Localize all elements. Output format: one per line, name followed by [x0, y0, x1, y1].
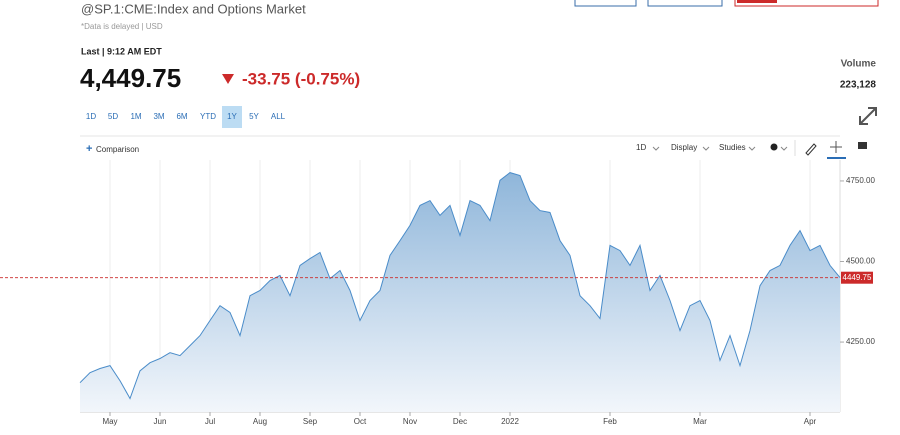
expand-icon[interactable]: [859, 107, 877, 125]
range-selected: [222, 106, 242, 128]
x-tick-label: Aug: [253, 417, 267, 426]
volume-label: Volume: [841, 59, 877, 70]
price: 4,449.75: [80, 63, 181, 93]
y-tick-label: 4750.00: [846, 176, 875, 185]
y-tick-label: 4250.00: [846, 337, 875, 346]
range-button[interactable]: ALL: [271, 112, 286, 121]
area-fill: [80, 172, 840, 412]
last-price-label: 4449.75: [843, 273, 872, 282]
delay-note: *Data is delayed | USD: [81, 22, 163, 31]
x-tick-label: Sep: [303, 417, 318, 426]
range-button[interactable]: YTD: [200, 112, 216, 121]
price-line: [79, 172, 841, 400]
symbol: @SP.1:CME:Index and Options Market: [81, 1, 306, 16]
x-tick-label: Dec: [453, 417, 467, 426]
range-button[interactable]: 6M: [176, 112, 187, 121]
draw-icon[interactable]: [805, 143, 817, 156]
display[interactable]: Display: [671, 143, 697, 152]
settings-icon[interactable]: [770, 143, 778, 151]
y-tick-label: 4500.00: [846, 257, 875, 266]
crosshair-icon[interactable]: [830, 141, 842, 153]
studies[interactable]: Studies: [719, 143, 746, 152]
x-tick-label: Jul: [205, 417, 215, 426]
down-arrow: [222, 74, 234, 84]
top-button[interactable]: [734, 0, 879, 7]
comment-icon[interactable]: [858, 142, 867, 149]
range-button[interactable]: 3M: [153, 112, 164, 121]
chart: 4250.00 4500.00 4750.00 May Jun Jul Aug Sep Oct N…: [0, 160, 875, 426]
x-tick-label: Feb: [603, 417, 617, 426]
range-button[interactable]: 1Y: [227, 112, 237, 121]
top-button[interactable]: [647, 0, 723, 7]
x-tick-label: Jun: [154, 417, 167, 426]
x-tick-label: May: [102, 417, 117, 426]
last-label: Last | 9:12 AM EDT: [81, 46, 162, 56]
range-button[interactable]: 1D: [86, 112, 96, 121]
top-button[interactable]: [574, 0, 637, 7]
volume-value: 223,128: [840, 80, 877, 91]
change: -33.75 (-0.75%): [242, 69, 360, 88]
dropdown-carets: [652, 146, 788, 151]
plus-icon: +: [86, 143, 92, 155]
range-button[interactable]: 5Y: [249, 112, 259, 121]
range-button[interactable]: 1M: [130, 112, 141, 121]
x-tick-label: Oct: [354, 417, 367, 426]
range-buttons: 1D 5D 1M 3M 6M YTD 1Y 5Y ALL: [86, 106, 286, 128]
x-tick-label: Nov: [403, 417, 417, 426]
range-button[interactable]: 5D: [108, 112, 118, 121]
last-price-tag: [841, 271, 873, 284]
x-tick-label: 2022: [501, 417, 519, 426]
x-tick-label: Apr: [804, 417, 817, 426]
interval[interactable]: 1D: [636, 143, 646, 152]
comparison[interactable]: Comparison: [96, 145, 139, 154]
top-button-fill: [737, 0, 777, 3]
x-tick-label: Mar: [693, 417, 707, 426]
